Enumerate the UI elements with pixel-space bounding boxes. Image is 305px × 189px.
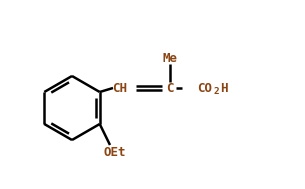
Text: CH: CH bbox=[113, 81, 127, 94]
Text: 2: 2 bbox=[213, 87, 219, 95]
Text: Me: Me bbox=[163, 51, 178, 64]
Text: C: C bbox=[166, 81, 174, 94]
Text: OEt: OEt bbox=[104, 146, 126, 159]
Text: CO: CO bbox=[197, 81, 212, 94]
Text: H: H bbox=[220, 81, 228, 94]
